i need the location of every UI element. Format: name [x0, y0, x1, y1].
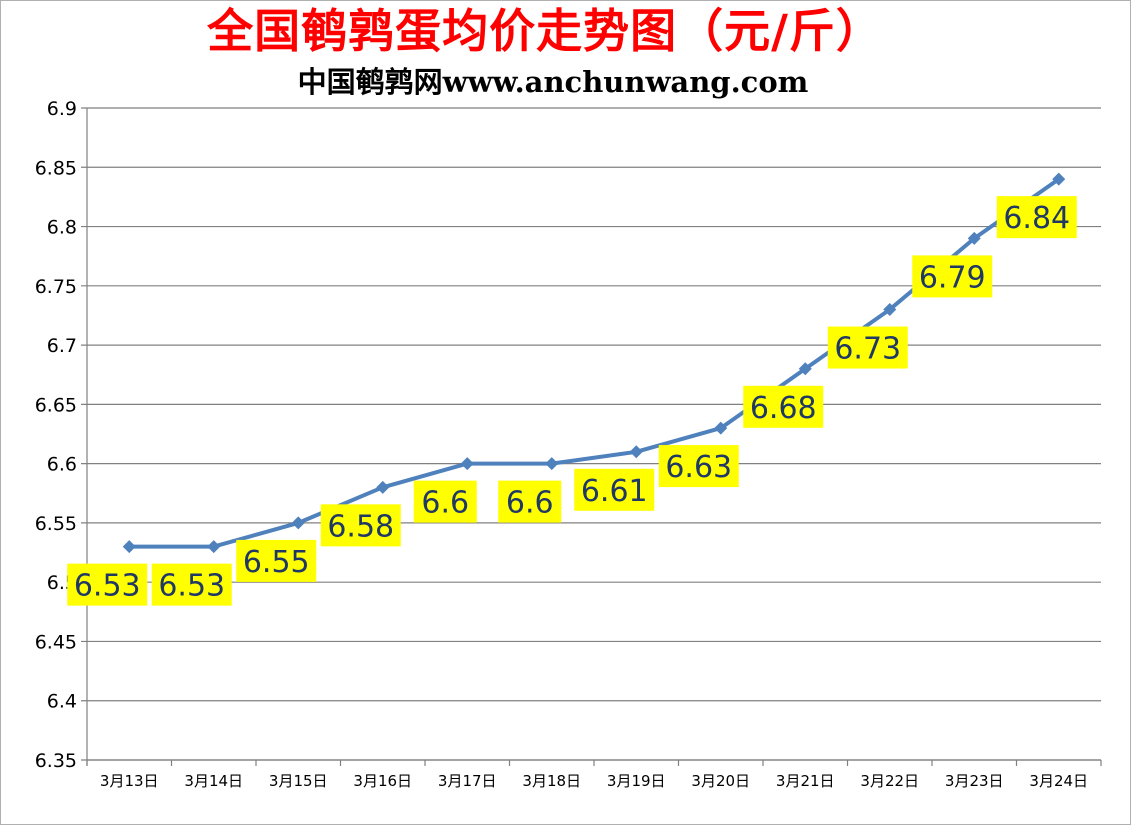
- data-label: 6.61: [581, 474, 648, 509]
- y-tick-label: 6.65: [35, 394, 77, 416]
- data-point-marker: [291, 516, 305, 530]
- chart-title: 全国鹌鹑蛋均价走势图（元/斤）: [207, 4, 883, 58]
- data-label-background: [996, 196, 1077, 239]
- data-label: 6.63: [665, 450, 732, 485]
- data-point-marker: [376, 480, 390, 494]
- data-labels: 6.53 6.53 6.55 6.58 6.6 6.6 6.61 6.63 6.68 6.73 6.…: [67, 196, 1077, 606]
- data-label-background: [743, 385, 824, 428]
- data-point-marker: [1052, 172, 1066, 186]
- y-tick-label: 6.85: [35, 157, 77, 179]
- y-tick-label: 6.9: [47, 98, 77, 120]
- x-tick-label: 3月18日: [522, 772, 581, 790]
- data-point-marker: [207, 540, 221, 554]
- data-label-background: [574, 468, 655, 511]
- y-tick-label: 6.7: [47, 335, 77, 357]
- grid-lines: [81, 107, 1101, 761]
- chart-subtitle: 中国鹌鹑网www.anchunwang.com: [297, 65, 809, 99]
- data-point-marker: [967, 231, 981, 245]
- data-point-marker: [545, 457, 559, 471]
- x-tick-label: 3月24日: [1029, 772, 1088, 790]
- data-label-background: [827, 326, 908, 369]
- data-label: 6.55: [243, 545, 310, 580]
- data-point-marker: [798, 362, 812, 376]
- x-tick-label: 3月23日: [945, 772, 1004, 790]
- x-tick-label: 3月15日: [269, 772, 328, 790]
- data-point-marker: [122, 540, 136, 554]
- y-tick-label: 6.8: [47, 217, 77, 239]
- series-polyline: [129, 177, 1060, 549]
- x-tick-label: 3月17日: [438, 772, 497, 790]
- y-tick-label: 6.75: [35, 276, 77, 298]
- data-label: 6.58: [327, 509, 394, 544]
- data-label: 6.73: [834, 332, 901, 367]
- x-tick-label: 3月14日: [184, 772, 243, 790]
- data-label-background: [912, 255, 993, 298]
- data-label: 6.68: [750, 391, 817, 426]
- x-tick-label: 3月20日: [691, 772, 750, 790]
- data-point-marker: [883, 303, 897, 317]
- data-label-background: [413, 480, 477, 523]
- series-line: [129, 177, 1060, 549]
- data-label: 6.84: [1003, 201, 1070, 236]
- data-label-background: [498, 480, 562, 523]
- y-tick-label: 6.4: [47, 691, 77, 713]
- y-tick-labels: 6.356.46.456.56.556.66.656.76.756.86.856…: [35, 98, 77, 772]
- data-label: 6.6: [506, 486, 554, 521]
- y-tick-label: 6.6: [47, 454, 77, 476]
- data-label-background: [236, 539, 317, 582]
- x-tick-label: 3月13日: [100, 772, 159, 790]
- x-tick-label: 3月22日: [860, 772, 919, 790]
- data-point-marker: [629, 445, 643, 459]
- axes: [86, 108, 1102, 766]
- data-label-background: [151, 563, 232, 606]
- y-tick-label: 6.35: [35, 750, 77, 772]
- data-label-background: [658, 445, 739, 488]
- data-label: 6.53: [74, 569, 141, 604]
- x-tick-label: 3月19日: [607, 772, 666, 790]
- data-label: 6.79: [919, 260, 986, 295]
- x-tick-label: 3月21日: [776, 772, 835, 790]
- data-point-marker: [714, 421, 728, 435]
- data-label: 6.53: [158, 569, 225, 604]
- y-tick-label: 6.55: [35, 513, 77, 535]
- data-point-marker: [460, 457, 474, 471]
- data-label-background: [320, 504, 401, 547]
- series-markers: [122, 172, 1066, 554]
- x-tick-label: 3月16日: [353, 772, 412, 790]
- data-label: 6.6: [421, 486, 469, 521]
- data-label-background: [67, 563, 148, 606]
- x-tick-labels: 3月13日 3月14日 3月15日 3月16日 3月17日 3月18日 3月19日 3月20日…: [100, 772, 1088, 790]
- y-tick-label: 6.45: [35, 631, 77, 653]
